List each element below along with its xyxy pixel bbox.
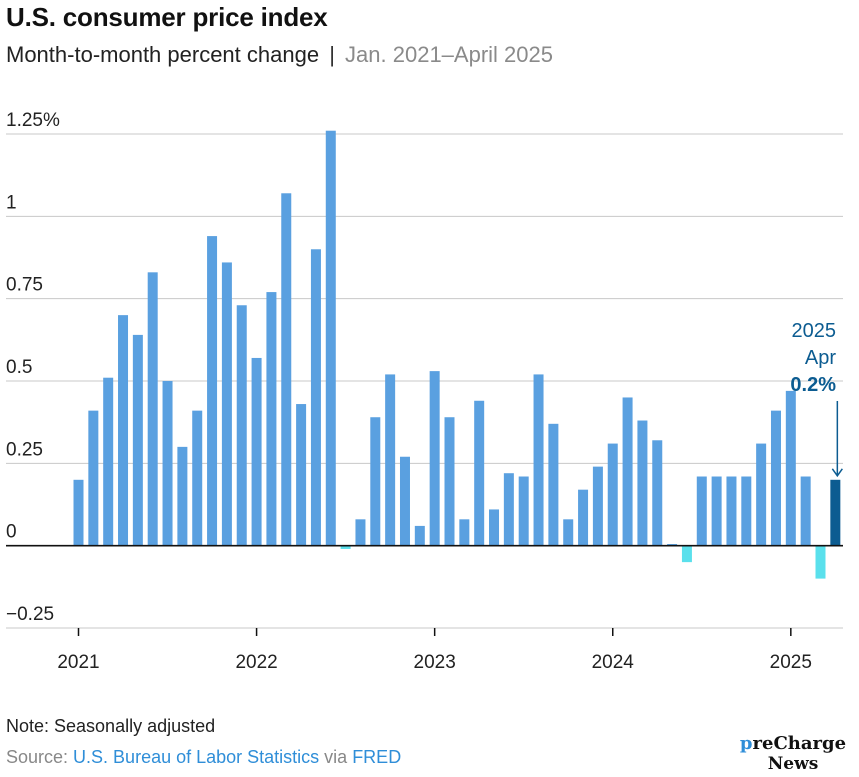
- logo-news: News: [767, 754, 819, 774]
- bar: [132, 334, 143, 546]
- bar: [399, 456, 410, 546]
- bar: [444, 417, 455, 546]
- bar: [830, 479, 841, 546]
- bar: [533, 374, 544, 546]
- y-axis-labels: 1.25% 1 0.75 0.5 0.25 0 −0.25: [6, 110, 60, 625]
- bar: [266, 292, 277, 546]
- annotation-year: 2025: [792, 320, 837, 342]
- bar: [474, 400, 485, 546]
- bar: [429, 371, 440, 546]
- subtitle-date-range: Jan. 2021–April 2025: [345, 42, 553, 67]
- bar: [622, 397, 633, 546]
- bar: [177, 446, 188, 546]
- y-tick-label: −0.25: [6, 604, 54, 625]
- bar: [73, 479, 84, 546]
- source-prefix: Source:: [6, 747, 74, 767]
- bar: [681, 545, 692, 563]
- annotation-value: 0.2%: [790, 374, 836, 396]
- logo-letter-p: p: [739, 733, 753, 754]
- subtitle-separator: |: [329, 42, 335, 67]
- annotation-arrowhead: [831, 468, 843, 478]
- bar: [88, 410, 99, 546]
- bar: [503, 473, 514, 546]
- bls-source-link[interactable]: U.S. Bureau of Labor Statistics: [73, 747, 320, 767]
- chart-subtitle: Month-to-month percent change | Jan. 202…: [6, 42, 553, 68]
- y-tick-label: 0: [6, 522, 17, 543]
- bar: [667, 544, 678, 546]
- bar: [355, 519, 366, 546]
- x-tick-label: 2021: [57, 652, 99, 673]
- bar: [756, 443, 767, 546]
- bar: [652, 440, 663, 546]
- bar: [726, 476, 737, 546]
- y-tick-label: 1: [6, 192, 17, 213]
- x-tick-label: 2022: [235, 652, 277, 673]
- y-tick-label: 1.25%: [6, 110, 60, 131]
- footnote: Note: Seasonally adjusted: [6, 716, 216, 736]
- bar: [607, 443, 618, 546]
- latest-value-annotation: 2025 Apr 0.2%: [790, 320, 843, 478]
- source-via: via: [319, 747, 353, 767]
- bar: [711, 476, 722, 546]
- bar: [103, 377, 114, 546]
- cpi-bar-chart: 1.25% 1 0.75 0.5 0.25 0 −0.25 2021 2022 2023 2024…: [6, 110, 843, 673]
- bar: [325, 130, 336, 546]
- bar: [236, 305, 247, 546]
- bar: [592, 466, 603, 546]
- subtitle-main: Month-to-month percent change: [6, 42, 320, 67]
- x-tick-label: 2024: [592, 652, 635, 673]
- bar: [548, 423, 559, 546]
- y-tick-label: 0.75: [6, 275, 43, 296]
- bar: [385, 374, 396, 546]
- bar: [296, 404, 307, 546]
- bar: [518, 476, 529, 546]
- x-tick-label: 2025: [770, 652, 812, 673]
- y-tick-label: 0.25: [6, 439, 43, 460]
- bar: [310, 249, 321, 546]
- bar: [800, 476, 811, 546]
- bar: [192, 410, 203, 546]
- bar: [414, 525, 425, 546]
- bar: [207, 236, 218, 546]
- bar: [162, 381, 173, 546]
- bar: [741, 476, 752, 546]
- logo-wordmark: reCharge: [752, 733, 847, 754]
- bar: [815, 545, 826, 579]
- bars: [73, 130, 841, 579]
- bar: [578, 489, 589, 546]
- x-tick-label: 2023: [414, 652, 456, 673]
- bar: [637, 420, 648, 546]
- bar: [770, 410, 781, 546]
- bar: [370, 417, 381, 546]
- chart-title: U.S. consumer price index: [6, 2, 328, 32]
- bar: [221, 262, 232, 546]
- bar: [696, 476, 707, 546]
- bar: [251, 357, 262, 546]
- bar: [147, 272, 158, 546]
- bar: [459, 519, 470, 546]
- bar: [118, 315, 129, 546]
- bar: [281, 193, 292, 546]
- y-tick-label: 0.5: [6, 357, 32, 378]
- source-line: Source: U.S. Bureau of Labor Statistics …: [6, 747, 401, 768]
- bar: [563, 519, 574, 546]
- x-axis-ticks: 2021 2022 2023 2024 2025: [57, 628, 812, 673]
- bar: [489, 509, 500, 546]
- precharge-news-logo: preCharge News: [738, 733, 848, 775]
- annotation-month: Apr: [805, 347, 836, 369]
- gridlines: [6, 133, 843, 629]
- bar: [785, 390, 796, 546]
- bar: [340, 545, 351, 549]
- fred-source-link[interactable]: FRED: [352, 747, 402, 767]
